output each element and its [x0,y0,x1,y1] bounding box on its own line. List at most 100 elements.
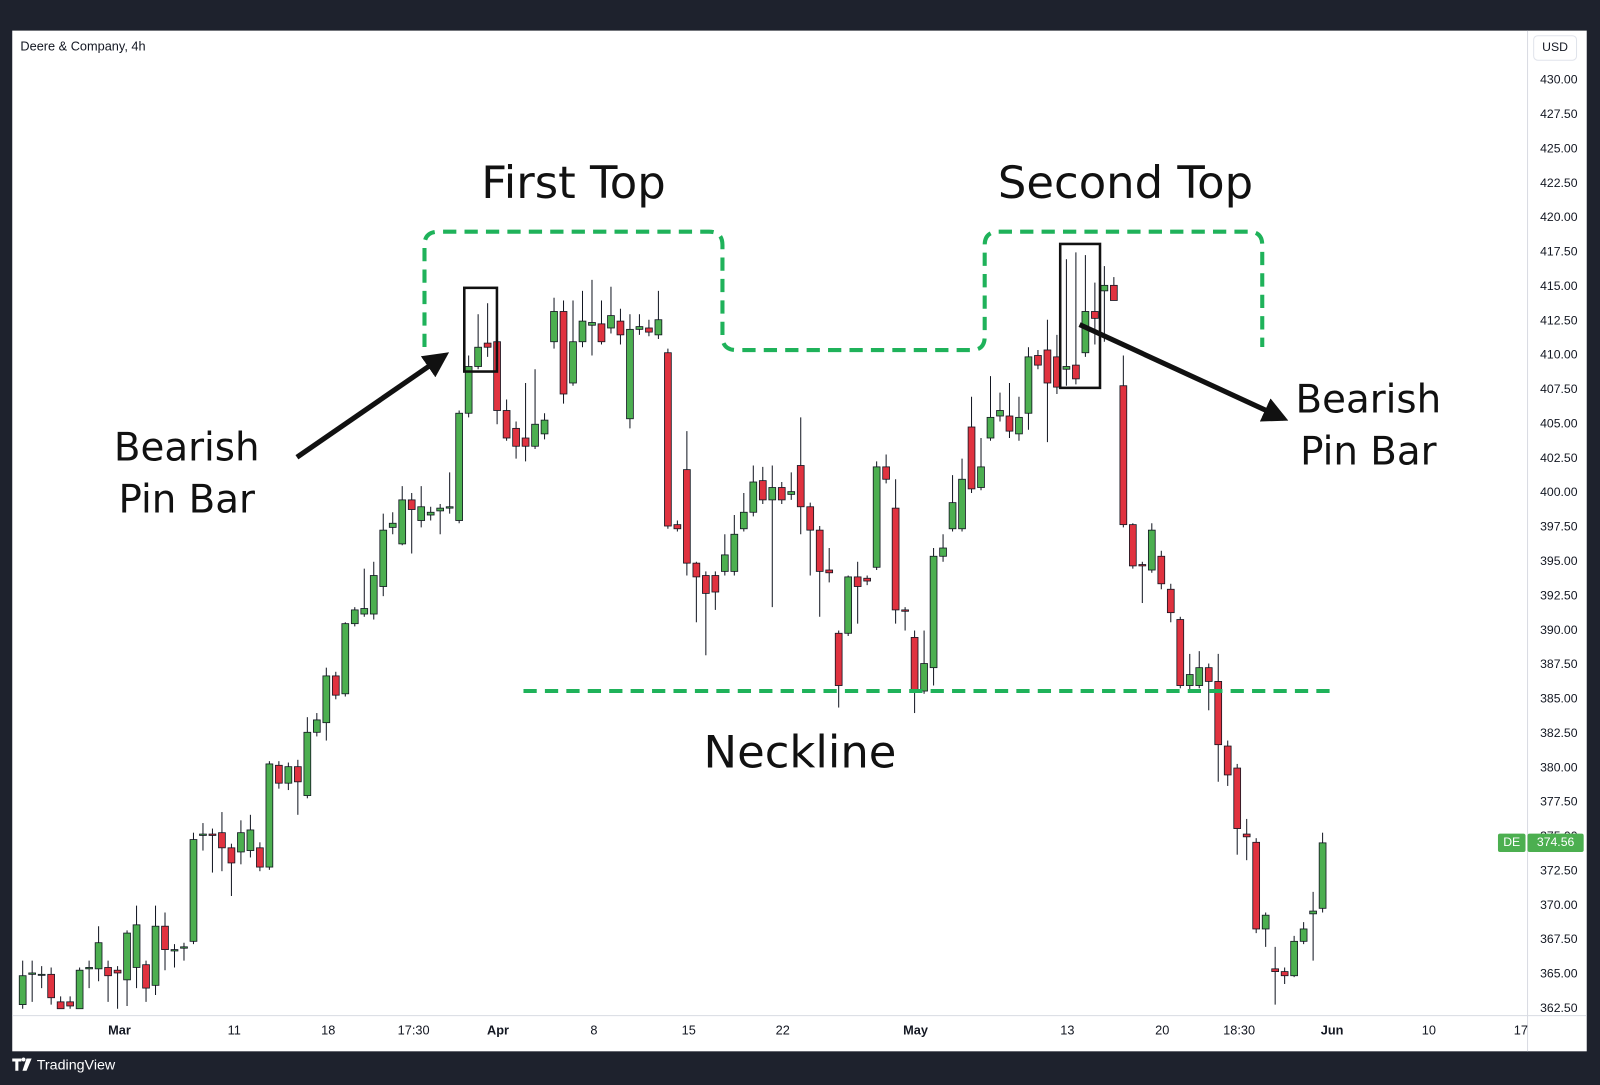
candle-body [958,478,966,530]
candle-body [502,410,511,439]
price-badge: DE 374.56 [1497,833,1584,853]
candle-body [1299,928,1308,942]
currency-label[interactable]: USD [1542,40,1568,54]
pin-bar-box [463,286,499,373]
candle-body [768,487,777,501]
chart-panel [12,30,1587,1052]
candle-body [208,833,217,836]
candle-body [531,423,539,447]
candle-body [170,949,179,952]
y-tick-label: 370.00 [1540,898,1578,912]
candle-body [1233,767,1242,829]
arrow [1078,322,1289,422]
candle-body [256,847,264,868]
candle-body [1147,529,1156,571]
candles [18,252,1327,1010]
candle-body [1138,564,1147,567]
y-tick-label: 382.50 [1540,726,1578,740]
candle-body [1062,366,1071,370]
candle-body [483,342,492,348]
annotation: Bearish [1296,378,1442,423]
candle-body [47,973,55,999]
y-tick-label: 425.00 [1540,141,1578,155]
candle-body [673,524,682,530]
candle-body [1242,833,1251,838]
candle-body [180,946,188,949]
x-tick-label: 13 [1060,1022,1074,1037]
candle-body [28,972,36,975]
y-tick-label: 365.00 [1540,967,1578,981]
candle-body [388,522,397,528]
candle-body [863,577,871,582]
y-tick-label: 430.00 [1540,73,1578,87]
y-tick-label: 422.50 [1540,176,1578,190]
candle-body [275,764,283,784]
candle-body [303,731,312,796]
candle-body [313,719,321,733]
x-tick-label: May [903,1022,929,1037]
candle-body [853,576,862,587]
candle-body [455,412,463,521]
candle-body [683,469,691,564]
candle-body [237,832,245,853]
candle-body [1261,914,1270,930]
candle-body [1271,968,1279,972]
candle-body [559,311,568,395]
candle-body [1005,415,1014,432]
candle-body [474,346,482,367]
candle-body [920,663,928,692]
candle-body [1043,349,1052,384]
candle-body [417,506,426,521]
annotation: Neckline [704,725,897,778]
x-tick-label: 17:30 [398,1022,430,1037]
candle-body [702,575,710,594]
candle-body [1195,667,1204,686]
candle-body [1223,745,1232,776]
candle-body [360,608,369,615]
candle-body [777,487,786,501]
x-tick-label: 18:30 [1223,1022,1255,1037]
candle-body [265,763,274,868]
x-tick-label: 22 [776,1022,790,1037]
candle-body [1204,667,1213,682]
candle-body [635,326,644,330]
y-tick-label: 415.00 [1540,279,1578,293]
candle-body [426,511,435,516]
candle-body [711,575,720,593]
candle-body [730,533,739,572]
candle-body [844,576,853,634]
candle-body [1091,311,1099,319]
tops-outline [422,229,1265,353]
y-tick-label: 387.50 [1540,657,1578,671]
candle-body [407,499,416,510]
candle-body [996,410,1004,417]
currency-box[interactable] [1533,35,1578,61]
candle-body [322,675,331,724]
annotation: Pin Bar [1300,430,1437,475]
x-tick-label: Mar [108,1022,131,1037]
candle-body [521,437,530,447]
candle-body [891,507,900,611]
candle-body [1185,674,1194,686]
candle-body [294,766,302,783]
candle-body [550,311,558,343]
brand-logo [12,1057,32,1071]
candle-body [1015,416,1023,435]
candle-body [227,847,236,864]
candle-body [94,942,103,970]
candle-body [939,547,947,557]
candle-body [1214,681,1223,746]
candle-body [664,352,672,527]
candle-body [369,575,378,615]
candle-body [1166,588,1175,614]
candle-body [56,1001,65,1010]
candle-body [986,416,995,439]
candle-body [540,419,549,435]
candle-body [654,319,663,336]
candle-body [379,529,388,587]
candle-body [1318,842,1327,909]
candle-body [721,554,729,572]
candle-body [929,555,938,669]
candle-body [398,499,407,545]
candle-body [882,466,890,480]
